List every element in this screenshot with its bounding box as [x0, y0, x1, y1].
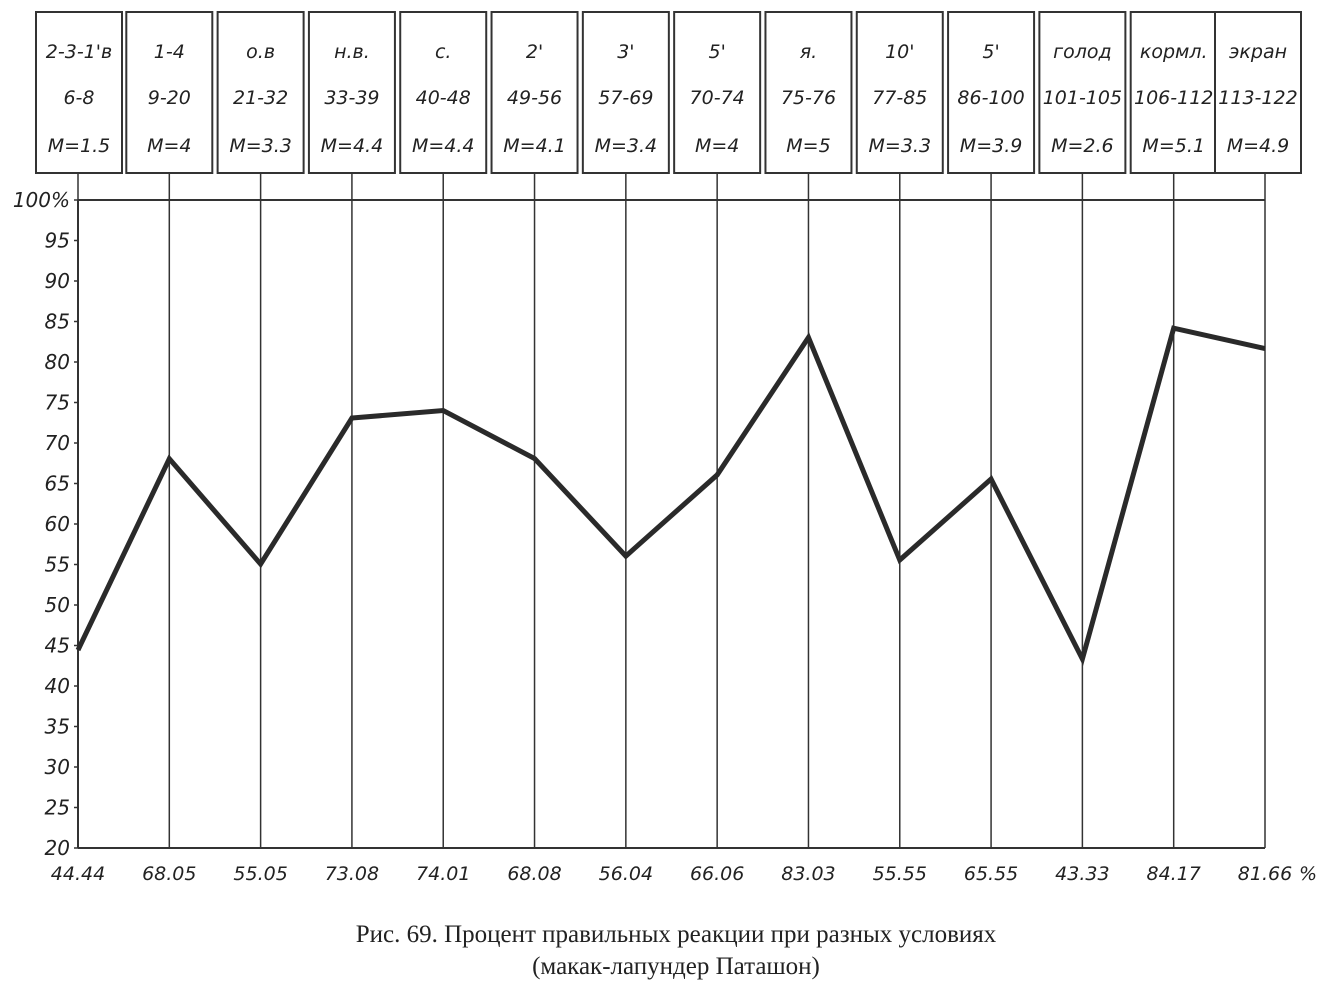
trial-range: 101-105: [1043, 87, 1122, 109]
y-tick-label: 25: [45, 796, 70, 820]
trial-range: 40-48: [416, 87, 471, 109]
mean-label: M=4.9: [1227, 135, 1290, 157]
y-tick-label: 85: [45, 310, 70, 334]
trial-range: 70-74: [690, 87, 745, 109]
y-tick-label: 75: [45, 391, 70, 415]
condition-box: [581, 11, 670, 174]
mean-label: M=1.5: [48, 135, 111, 157]
mean-label: M=5: [786, 135, 830, 157]
trial-range: 6-8: [63, 87, 94, 109]
condition-label: 2-3-1'в: [46, 41, 112, 63]
trial-range: 86-100: [957, 87, 1024, 109]
condition-label: о.в: [246, 41, 275, 63]
condition-label: 5': [708, 41, 725, 63]
condition-box: [1214, 11, 1302, 174]
value-label: 68.08: [507, 863, 561, 885]
mean-label: M=4.4: [412, 135, 475, 157]
value-label: 43.33: [1055, 863, 1109, 885]
subcaption: (макак-лапундер Паташон): [532, 953, 820, 980]
condition-label: с.: [435, 41, 452, 63]
mean-label: M=3.3: [869, 135, 932, 157]
trial-range: 106-112: [1134, 87, 1213, 109]
y-tick-label: 45: [45, 634, 70, 658]
condition-box: [855, 11, 944, 174]
condition-box: [490, 11, 579, 174]
trial-range: 57-69: [598, 87, 653, 109]
y-tick-label: 90: [45, 269, 70, 293]
y-tick-label: 100%: [13, 188, 70, 212]
condition-box: [125, 11, 214, 174]
value-label: 83.03: [781, 863, 835, 885]
value-label: 73.08: [325, 863, 379, 885]
data-line: [75, 325, 1266, 666]
value-label: 74.01: [416, 863, 470, 885]
condition-box: [947, 11, 1036, 174]
condition-label: кормл.: [1140, 41, 1208, 63]
value-label: 65.55: [964, 863, 1018, 885]
trial-range: 113-122: [1218, 87, 1297, 109]
mean-label: M=4.1: [503, 135, 566, 157]
trial-range: 49-56: [507, 87, 562, 109]
value-label: 68.05: [142, 863, 196, 885]
y-tick-label: 55: [45, 553, 70, 577]
y-tick-label: 60: [45, 512, 70, 536]
y-tick-label: 35: [45, 715, 70, 739]
y-tick-label: 30: [45, 755, 70, 779]
condition-label: 1-4: [154, 41, 185, 63]
mean-label: M=3.4: [595, 135, 658, 157]
trial-range: 33-39: [324, 87, 379, 109]
mean-label: M=3.9: [960, 135, 1023, 157]
y-tick-label: 95: [45, 229, 70, 253]
mean-label: M=3.3: [229, 135, 292, 157]
condition-label: 10': [885, 41, 914, 63]
trial-range: 9-20: [148, 87, 191, 109]
y-tick-label: 65: [45, 472, 70, 496]
value-label: 55.05: [233, 863, 287, 885]
condition-box: [1038, 11, 1127, 174]
trial-range: 21-32: [233, 87, 288, 109]
condition-box: [764, 11, 853, 174]
condition-label: я.: [800, 41, 817, 63]
trial-range: 75-76: [781, 87, 836, 109]
value-label: 44.44: [51, 863, 105, 885]
y-tick-label: 40: [45, 674, 70, 698]
condition-label: 3': [617, 41, 634, 63]
y-tick-label: 50: [45, 593, 70, 617]
y-tick-label: 80: [45, 350, 70, 374]
caption: Рис. 69. Процент правильных реакции при …: [356, 921, 997, 948]
condition-box: [1129, 11, 1218, 174]
value-label: 81.66: [1238, 863, 1292, 885]
condition-label: 2': [526, 41, 543, 63]
condition-label: голод: [1053, 41, 1112, 63]
value-label: 66.06: [690, 863, 744, 885]
condition-label: 5': [982, 41, 999, 63]
mean-label: M=2.6: [1051, 135, 1114, 157]
trial-range: 77-85: [872, 87, 927, 109]
y-tick-label: 70: [45, 431, 70, 455]
mean-label: M=4.4: [321, 135, 384, 157]
condition-label: экран: [1229, 41, 1287, 63]
mean-label: M=4: [695, 135, 739, 157]
condition-box: [673, 11, 762, 174]
value-label: 55.55: [873, 863, 927, 885]
value-label: 56.04: [599, 863, 653, 885]
y-tick-label: 20: [45, 836, 70, 860]
condition-box: [399, 11, 488, 174]
condition-label: н.в.: [334, 41, 370, 63]
mean-label: M=4: [147, 135, 191, 157]
mean-label: M=5.1: [1142, 135, 1205, 157]
value-label: 84.17: [1146, 863, 1200, 885]
condition-box: [35, 11, 123, 174]
condition-box: [216, 11, 305, 174]
condition-box: [307, 11, 396, 174]
value-unit: %: [1299, 863, 1317, 885]
